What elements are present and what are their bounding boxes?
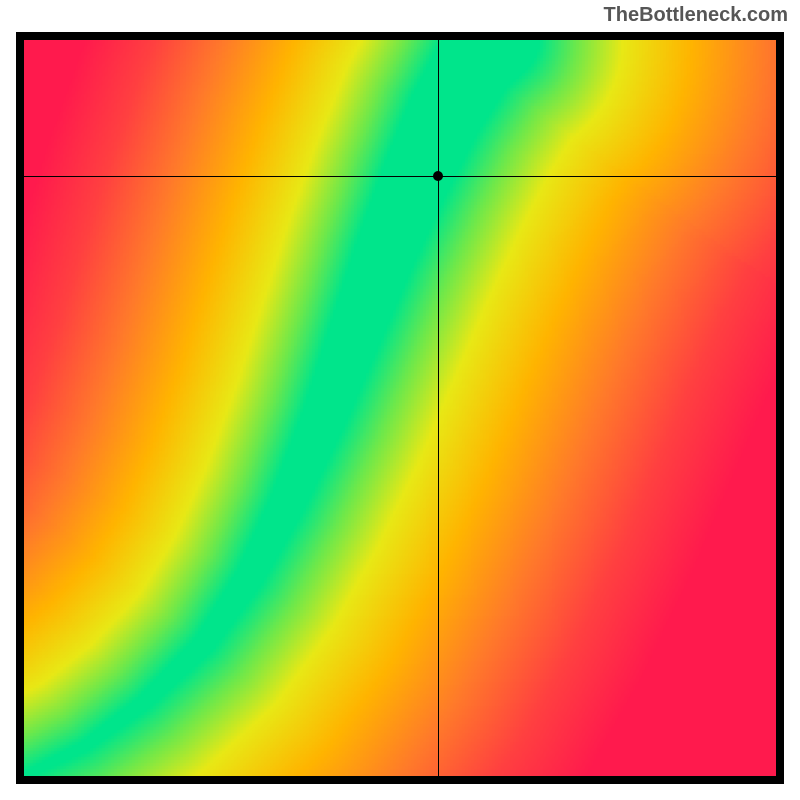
crosshair-marker bbox=[433, 171, 443, 181]
attribution-text: TheBottleneck.com bbox=[604, 4, 788, 27]
crosshair-vertical bbox=[438, 40, 439, 776]
plot-frame bbox=[16, 32, 784, 784]
heatmap-plot bbox=[24, 40, 776, 776]
heatmap-canvas bbox=[24, 40, 776, 776]
crosshair-horizontal bbox=[24, 176, 776, 177]
